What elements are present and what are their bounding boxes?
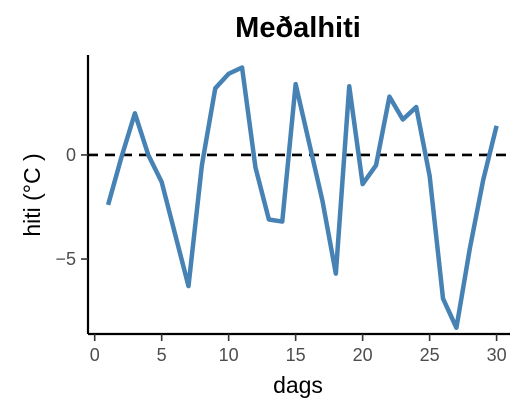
x-axis-title: dags <box>273 372 323 398</box>
series-line <box>105 65 499 330</box>
x-axis-ticks: 0 5 10 15 20 25 30 <box>90 334 507 365</box>
y-axis-title: hiti (°C ) <box>19 153 45 236</box>
chart-title: Meðalhiti <box>235 12 361 44</box>
x-tick-label: 5 <box>157 345 167 365</box>
x-tick-label: 25 <box>420 345 440 365</box>
x-tick-label: 0 <box>90 345 100 365</box>
x-tick-label: 15 <box>286 345 306 365</box>
x-tick-label: 10 <box>219 345 239 365</box>
y-axis-ticks: −5 0 <box>55 145 88 269</box>
x-tick-label: 20 <box>353 345 373 365</box>
y-tick-label: 0 <box>66 145 76 165</box>
x-tick-label: 30 <box>487 345 507 365</box>
plot-area <box>88 65 510 330</box>
y-tick-label: −5 <box>55 249 76 269</box>
